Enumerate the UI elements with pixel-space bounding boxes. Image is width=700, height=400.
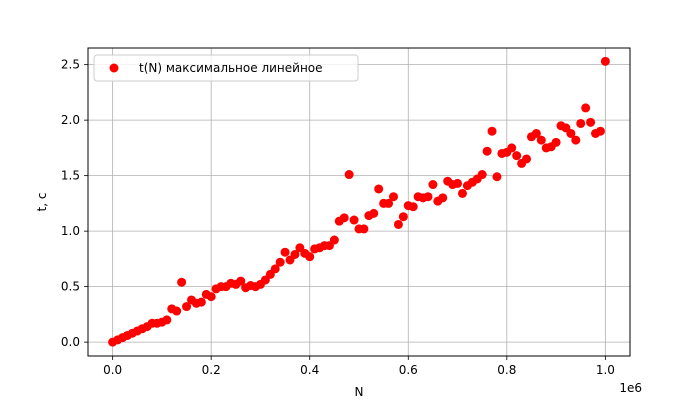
data-point [345,170,354,179]
data-point [281,248,290,257]
x-tick-label: 0.6 [399,363,418,377]
data-point [571,136,580,145]
data-point [507,143,516,152]
data-point [359,224,368,233]
data-point [423,192,432,201]
data-point [522,154,531,163]
data-point [601,57,610,66]
data-point [162,315,171,324]
data-point [576,119,585,128]
data-point [177,278,186,287]
y-tick-label: 1.5 [61,169,80,183]
data-point [596,127,605,136]
y-tick-label: 0.0 [61,335,80,349]
data-point [340,213,349,222]
data-point [389,192,398,201]
y-tick-label: 2.5 [61,58,80,72]
data-point [483,147,492,156]
data-point [512,151,521,160]
data-point [399,212,408,221]
y-tick-label: 0.5 [61,280,80,294]
y-tick-label: 1.0 [61,224,80,238]
y-tick-label: 2.0 [61,113,80,127]
data-point [374,184,383,193]
data-point [581,103,590,112]
data-point [492,172,501,181]
legend-label: t(N) максимальное линейное [139,61,323,75]
data-point [350,216,359,225]
data-point [453,179,462,188]
data-point [369,209,378,218]
data-point [586,118,595,127]
x-tick-label: 0.0 [103,363,122,377]
x-tick-label: 0.2 [202,363,221,377]
x-axis-label: N [355,385,364,399]
data-point [458,189,467,198]
data-point [409,202,418,211]
data-point [478,170,487,179]
data-point [197,298,206,307]
data-point [537,136,546,145]
legend-marker [110,64,119,73]
x-axis-offset-label: 1e6 [619,381,642,395]
data-point [428,180,437,189]
x-tick-label: 1.0 [596,363,615,377]
data-point [330,236,339,245]
legend: t(N) максимальное линейное [94,55,358,81]
x-tick-label: 0.4 [300,363,319,377]
x-tick-label: 0.8 [497,363,516,377]
data-point [438,193,447,202]
data-point [552,138,561,147]
data-point [305,252,314,261]
y-axis-label: t, c [35,193,49,212]
data-point [276,258,285,267]
data-point [207,292,216,301]
data-point [394,220,403,229]
data-point [172,307,181,316]
data-point [488,127,497,136]
